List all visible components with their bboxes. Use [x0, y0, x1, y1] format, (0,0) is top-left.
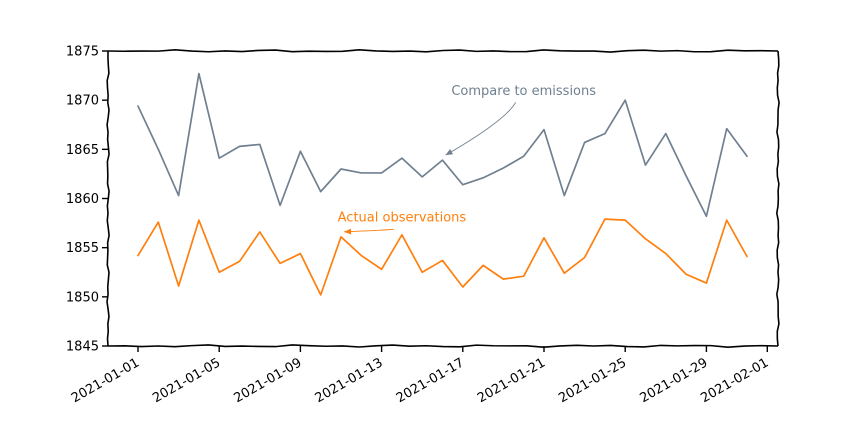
x-tick-label: 2021-01-21 [475, 355, 548, 406]
x-axis: 2021-01-01 2021-01-05 2021-01-09 2021-01-13… [69, 346, 771, 406]
frame-edge-top [107, 49, 779, 53]
plot-frame [106, 49, 780, 348]
annotation-arrow-1 [445, 102, 517, 156]
y-axis: 1845 1850 1855 1860 1865 1870 1875 [66, 45, 108, 355]
annotation-arrow-2 [343, 228, 394, 233]
series-layer [137, 72, 748, 296]
y-tick-label: 1850 [66, 290, 99, 305]
x-tick-label: 2021-01-09 [231, 355, 304, 406]
annotations: Compare to emissions Actual observations [338, 84, 596, 235]
x-tick-label: 2021-02-01 [698, 355, 771, 406]
y-tick-label: 1870 [66, 94, 99, 109]
x-tick-label: 2021-01-13 [313, 355, 386, 406]
y-tick-label: 1855 [66, 241, 99, 256]
y-tick-label: 1860 [66, 192, 99, 207]
series-line-1 [137, 72, 748, 218]
annotation-arrowhead-2 [344, 228, 352, 235]
x-tick-label: 2021-01-05 [150, 355, 223, 406]
x-tick-label: 2021-01-25 [556, 355, 629, 406]
frame-edge-bottom [107, 344, 779, 348]
annotation-arrowhead-1 [445, 149, 454, 156]
annotation-text-1: Compare to emissions [451, 84, 596, 99]
y-tick-label: 1875 [66, 45, 99, 60]
series-line-2 [137, 218, 748, 296]
y-tick-label: 1865 [66, 143, 99, 158]
x-tick-label: 2021-01-17 [394, 355, 467, 406]
frame-edge-right [775, 50, 780, 347]
y-tick-label: 1845 [66, 340, 99, 355]
annotation-text-2: Actual observations [338, 211, 467, 226]
x-tick-label: 2021-01-29 [637, 355, 710, 406]
x-tick-label: 2021-01-01 [69, 355, 142, 406]
